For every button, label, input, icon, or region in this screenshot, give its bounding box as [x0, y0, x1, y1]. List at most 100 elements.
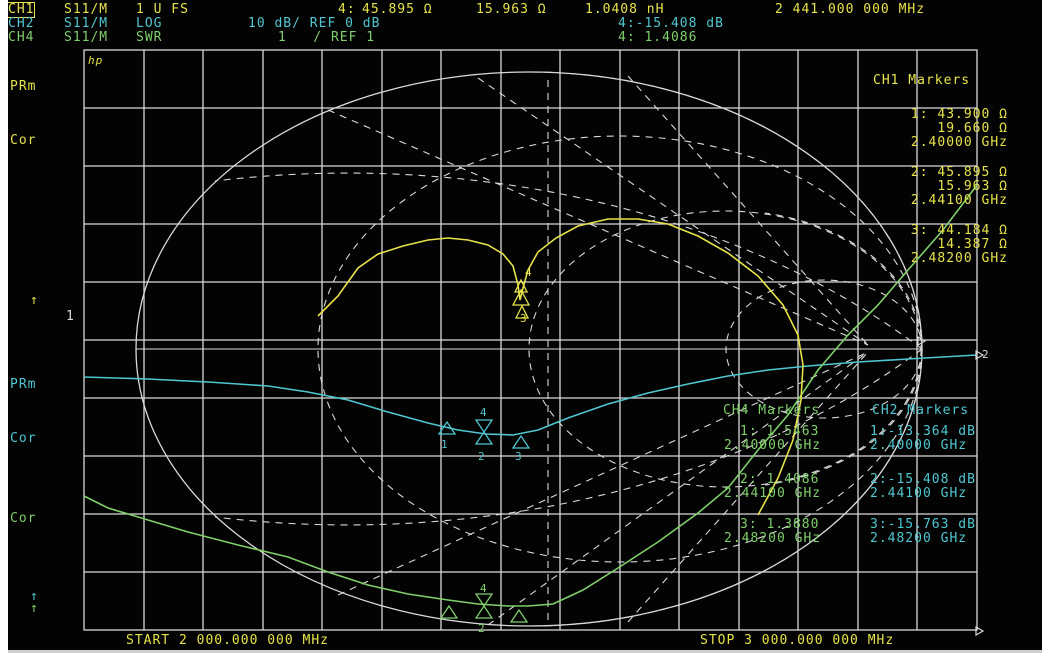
smith-x1-arc-neg	[528, 348, 923, 627]
ch1-marker-3	[514, 304, 530, 319]
right-ref-label: 2	[982, 348, 990, 361]
ch2-marker-2-up	[474, 430, 494, 445]
ch4-marker-1	[439, 604, 459, 619]
ch1-marker-1-x: 19.660 Ω	[937, 121, 1008, 136]
ch1-tag[interactable]: CH1	[8, 2, 36, 18]
ref-arrow-ch1	[917, 335, 927, 347]
ch2-scale: 10 dB/ REF 0 dB	[248, 16, 381, 31]
hp-logo: hp	[88, 54, 104, 67]
ch2-marker-1	[437, 420, 457, 435]
ch4-tag[interactable]: CH4	[8, 30, 35, 45]
ch2-marker-3-freq: 2.48200 GHz	[870, 531, 968, 546]
ch2-marker-number-2: 2	[478, 450, 486, 463]
smith-diag	[327, 109, 869, 346]
left-label-prm-ch1: PRm	[10, 79, 37, 94]
ch1-marker-1-r: 1: 43.900 Ω	[910, 107, 1008, 122]
ch2-marker-2-val: 2:-15.408 dB	[870, 472, 976, 487]
smith-diag	[627, 351, 869, 623]
smith-diag	[627, 75, 869, 346]
ch2-marker-number-3: 3	[515, 450, 523, 463]
smith-x05-arc-neg	[214, 348, 923, 526]
ch4-marker-2-val: 2: 1.4086	[740, 472, 820, 487]
ch1-marker-x: 15.963 Ω	[476, 2, 547, 17]
ch2-format: LOG	[136, 16, 163, 31]
ch1-marker-3-x: 14.387 Ω	[937, 237, 1008, 252]
left-label-arrow-ch2: ↑	[30, 589, 39, 604]
plot-area	[83, 49, 985, 637]
left-label-cor-ch2: Cor	[10, 431, 37, 446]
left-label-arrow-ch4: ↑	[30, 601, 39, 616]
ch1-marker-symbols	[511, 278, 531, 319]
smith-chart	[135, 71, 923, 627]
smith-diag	[477, 77, 869, 346]
smith-x2-arc-neg	[764, 348, 923, 486]
ch4-marker-number-4: 4	[480, 582, 488, 595]
left-label-cor-ch4: Cor	[10, 511, 37, 526]
ch4-marker-2-freq: 2.44100 GHz	[724, 486, 822, 501]
ch1-marker-1-freq: 2.40000 GHz	[910, 135, 1008, 150]
ch2-marker-2-down	[474, 419, 494, 434]
ch4-marker-3-freq: 2.48200 GHz	[724, 531, 822, 546]
ch1-marker-3-freq: 2.48200 GHz	[910, 251, 1008, 266]
ch2-marker-value: 4:-15.408 dB	[618, 16, 724, 31]
ch1-freq: 2 441.000 000 MHz	[775, 2, 926, 17]
ch1-format: 1 U FS	[136, 2, 189, 17]
ch1-marker-r: 45.895 Ω	[362, 2, 433, 17]
stop-frequency: STOP 3 000.000 000 MHz	[700, 633, 895, 648]
left-label-ref1: 1	[66, 309, 75, 324]
ch4-scale: 1 / REF 1	[278, 30, 376, 45]
ch4-marker-1-val: 1: 1.5463	[740, 424, 820, 439]
ch4-marker-3-val: 3: 1.3880	[740, 517, 820, 532]
ch2-marker-3	[511, 434, 531, 449]
ch2-marker-number-4: 4	[480, 406, 488, 419]
ch1-trace	[317, 218, 804, 516]
ch2-marker-1-freq: 2.40000 GHz	[870, 438, 968, 453]
ch1-marker-label: 4:	[338, 2, 356, 17]
start-frequency: START 2 000.000 000 MHz	[126, 633, 330, 648]
ch4-marker-2-down	[474, 593, 494, 608]
ref-arrow-ch2	[975, 349, 985, 361]
ch2-trace-line	[83, 354, 978, 436]
ch2-marker-2-freq: 2.44100 GHz	[870, 486, 968, 501]
left-label-arrow-ch1: ↑	[30, 293, 39, 308]
ch1-param: S11/M	[64, 2, 109, 17]
ch2-param: S11/M	[64, 16, 109, 31]
ch4-marker-symbols	[439, 593, 529, 623]
ch1-marker-number-3: 3	[520, 312, 528, 325]
smith-x2-arc	[764, 212, 923, 350]
ch2-marker-3-val: 3:-15.763 dB	[870, 517, 976, 532]
ch2-tag[interactable]: CH2	[8, 16, 35, 31]
ref-arrows	[917, 335, 985, 637]
smith-x05-arc	[214, 172, 923, 350]
ch1-marker-2-freq: 2.44100 GHz	[910, 193, 1008, 208]
ch4-param: S11/M	[64, 30, 109, 45]
smith-x1-arc	[528, 71, 923, 350]
ch1-marker-number-4: 4	[525, 266, 533, 279]
ch4-markers-title: CH4 Markers	[723, 403, 821, 418]
ch1-marker-2-r: 2: 45.895 Ω	[910, 165, 1008, 180]
ch1-markers-title: CH1 Markers	[873, 73, 971, 88]
ch4-trace	[83, 184, 978, 607]
ref-arrow-bottom	[975, 625, 985, 637]
ch1-marker-2	[513, 278, 529, 293]
ch2-marker-number-1: 1	[441, 438, 449, 451]
ch4-trace-line	[83, 184, 978, 607]
ch4-marker-2-up	[474, 604, 494, 619]
ch4-marker-value: 4: 1.4086	[618, 30, 698, 45]
ch2-marker-symbols	[437, 419, 531, 449]
ch1-marker-3-r: 3: 44.184 Ω	[910, 223, 1008, 238]
ch2-marker-1-val: 1:-13.364 dB	[870, 424, 976, 439]
ch2-markers-title: CH2 Markers	[872, 403, 970, 418]
smith-diag	[337, 351, 869, 596]
ch4-marker-1-freq: 2.40000 GHz	[724, 438, 822, 453]
ch4-format: SWR	[136, 30, 163, 45]
analyzer-screen: CH1 S11/M 1 U FS 4: 45.895 Ω 15.963 Ω 1.…	[8, 0, 1042, 653]
ch1-trace-line	[317, 218, 804, 516]
left-label-prm-ch2: PRm	[10, 377, 37, 392]
ch4-marker-number-2: 2	[478, 622, 486, 635]
left-label-cor-ch1: Cor	[10, 133, 37, 148]
ch1-marker-1	[511, 288, 531, 306]
smith-r1-circle	[528, 210, 922, 488]
ch2-trace	[83, 354, 978, 436]
